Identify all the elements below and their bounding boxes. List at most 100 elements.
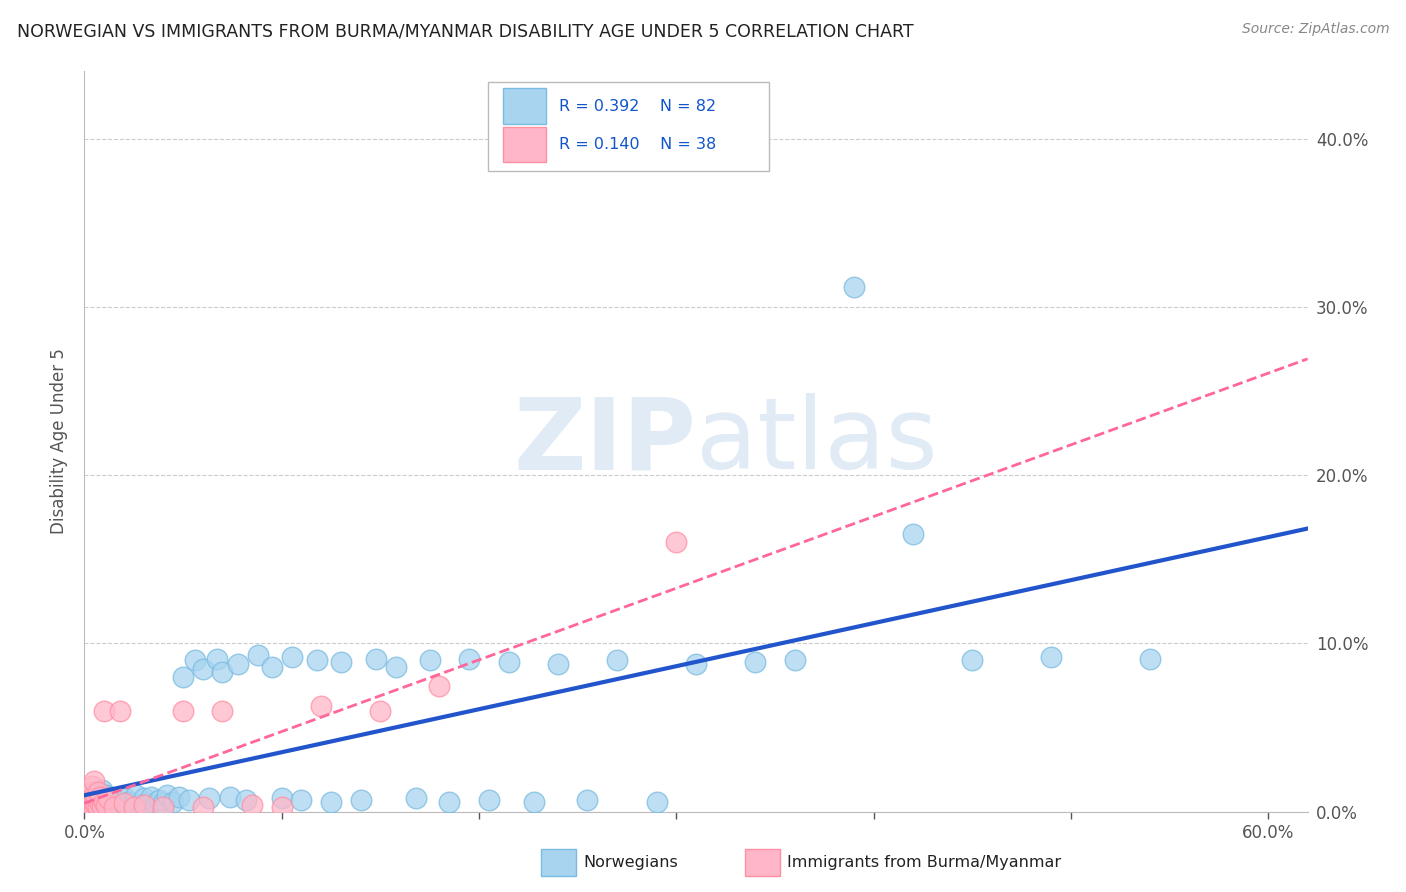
Point [172, 670, 194, 684]
Point [685, 657, 707, 671]
Point [91, 782, 114, 797]
Point [93, 791, 115, 805]
Y-axis label: Disability Age Under 5: Disability Age Under 5 [51, 349, 69, 534]
Text: Source: ZipAtlas.com: Source: ZipAtlas.com [1241, 22, 1389, 37]
Point [112, 797, 135, 811]
Point [93, 795, 115, 809]
Point [205, 651, 228, 665]
Point [112, 789, 135, 804]
Point [122, 799, 145, 814]
Text: ZIP: ZIP [513, 393, 696, 490]
Point [79, 784, 101, 798]
Point [122, 797, 145, 811]
Point [89, 789, 111, 804]
Text: NORWEGIAN VS IMMIGRANTS FROM BURMA/MYANMAR DISABILITY AGE UNDER 5 CORRELATION CH: NORWEGIAN VS IMMIGRANTS FROM BURMA/MYANM… [17, 22, 914, 40]
Point [547, 657, 569, 671]
Point [83, 797, 105, 811]
Point [429, 679, 451, 693]
Point [152, 799, 174, 814]
Text: Immigrants from Burma/Myanmar: Immigrants from Burma/Myanmar [787, 855, 1062, 870]
Point [211, 704, 233, 718]
Point [226, 657, 249, 671]
Point [111, 791, 134, 805]
Point [307, 653, 329, 667]
Point [368, 704, 391, 718]
Point [1139, 651, 1161, 665]
Point [79, 799, 101, 814]
Point [235, 793, 257, 807]
Point [103, 799, 125, 814]
Point [439, 795, 461, 809]
Point [901, 527, 924, 541]
Point [101, 797, 124, 811]
Point [93, 704, 115, 718]
Point [98, 789, 121, 804]
Point [89, 797, 111, 812]
Point [405, 791, 427, 805]
Point [83, 774, 105, 789]
Point [79, 793, 101, 807]
Point [645, 795, 668, 809]
Point [83, 795, 105, 809]
Point [329, 655, 352, 669]
Point [114, 799, 136, 814]
Point [108, 799, 131, 814]
Point [478, 793, 501, 807]
Point [77, 788, 100, 802]
Point [665, 535, 688, 549]
Point [240, 797, 263, 812]
Point [83, 788, 105, 802]
Point [94, 788, 117, 802]
Point [77, 797, 100, 811]
Point [498, 655, 520, 669]
Point [219, 789, 242, 804]
Point [136, 797, 159, 811]
Point [79, 797, 101, 811]
Point [82, 797, 104, 812]
Point [156, 788, 179, 802]
Point [84, 791, 107, 805]
Point [87, 799, 110, 814]
Point [87, 799, 110, 814]
Text: atlas: atlas [696, 393, 938, 490]
Point [419, 653, 441, 667]
FancyBboxPatch shape [503, 88, 546, 124]
Point [309, 698, 332, 713]
Point [132, 791, 155, 805]
Point [97, 791, 120, 805]
Point [211, 665, 233, 679]
Point [783, 653, 806, 667]
Point [744, 655, 766, 669]
Point [280, 649, 302, 664]
Point [84, 797, 107, 812]
Point [93, 799, 115, 814]
Point [118, 797, 141, 812]
Point [91, 799, 114, 814]
Point [191, 799, 214, 814]
Point [197, 791, 219, 805]
FancyBboxPatch shape [503, 127, 546, 162]
Point [84, 784, 107, 798]
Point [385, 660, 408, 674]
Point [1040, 649, 1063, 664]
Point [576, 793, 599, 807]
Point [319, 795, 342, 809]
Point [83, 799, 105, 814]
FancyBboxPatch shape [488, 82, 769, 171]
Point [152, 797, 174, 811]
Point [960, 653, 983, 667]
Point [349, 793, 371, 807]
Point [606, 653, 628, 667]
Point [94, 797, 117, 812]
Point [132, 797, 155, 812]
Point [104, 797, 127, 812]
Point [290, 793, 312, 807]
Point [128, 797, 150, 812]
Text: R = 0.392    N = 82: R = 0.392 N = 82 [560, 99, 716, 113]
Text: Norwegians: Norwegians [583, 855, 678, 870]
Point [117, 795, 139, 809]
Point [97, 793, 120, 807]
Point [82, 788, 104, 802]
Point [172, 704, 194, 718]
Point [87, 791, 110, 805]
